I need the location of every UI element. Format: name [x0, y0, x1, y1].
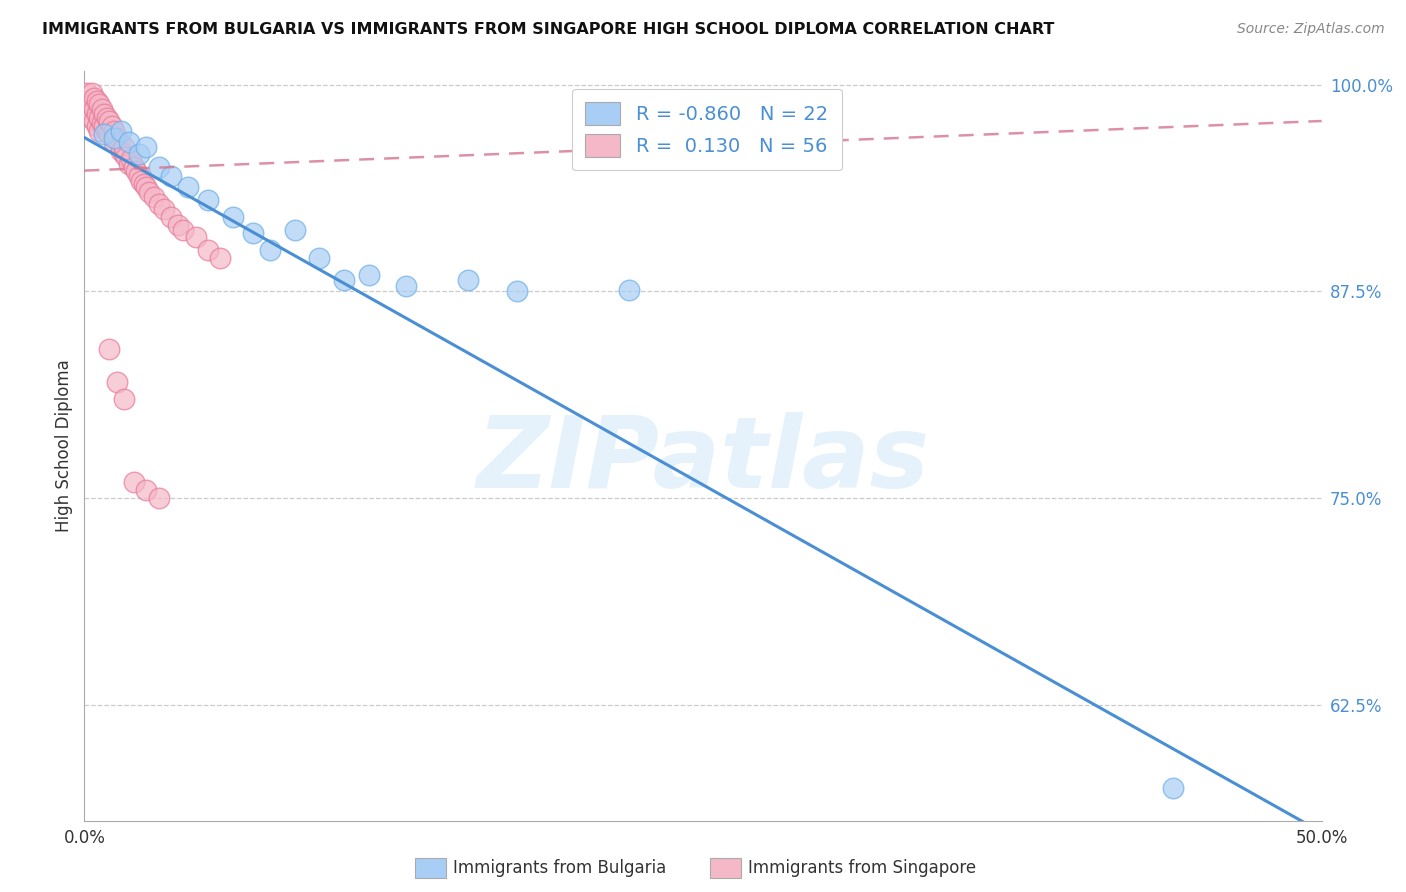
- Point: [80, 111, 103, 125]
- Text: IMMIGRANTS FROM BULGARIA VS IMMIGRANTS FROM SINGAPORE HIGH SCHOOL DIPLOMA CORREL: IMMIGRANTS FROM BULGARIA VS IMMIGRANTS F…: [42, 22, 1054, 37]
- Point: [135, 180, 157, 194]
- Point: [90, 103, 112, 117]
- Point: [112, 147, 135, 161]
- Point: [167, 218, 190, 232]
- Point: [90, 115, 112, 129]
- Point: [89, 111, 111, 125]
- Point: [259, 243, 281, 257]
- Point: [125, 163, 148, 178]
- Point: [1161, 780, 1184, 795]
- Point: [209, 252, 232, 266]
- Y-axis label: High School Diploma: High School Diploma: [55, 359, 73, 533]
- Text: ZIPatlas: ZIPatlas: [477, 412, 929, 509]
- Point: [160, 210, 183, 224]
- Point: [197, 243, 219, 257]
- Point: [98, 114, 121, 128]
- Point: [103, 124, 125, 138]
- Point: [103, 130, 125, 145]
- Point: [83, 103, 105, 117]
- Text: Immigrants from Bulgaria: Immigrants from Bulgaria: [453, 859, 666, 877]
- Point: [89, 124, 111, 138]
- Point: [132, 177, 155, 191]
- Point: [135, 140, 157, 154]
- Point: [115, 150, 138, 164]
- Point: [83, 114, 105, 128]
- Point: [93, 107, 115, 121]
- Point: [395, 279, 418, 293]
- Point: [357, 268, 380, 282]
- Point: [242, 227, 264, 241]
- Point: [122, 161, 145, 175]
- Point: [76, 86, 98, 100]
- Point: [98, 127, 121, 141]
- Point: [506, 285, 529, 299]
- Point: [172, 223, 194, 237]
- Point: [333, 273, 356, 287]
- Point: [120, 152, 142, 166]
- Point: [96, 111, 118, 125]
- Point: [110, 144, 132, 158]
- Point: [122, 475, 145, 489]
- Point: [108, 136, 131, 150]
- Point: [135, 483, 157, 497]
- Point: [177, 180, 200, 194]
- Point: [105, 376, 128, 390]
- Point: [128, 147, 150, 161]
- Point: [83, 91, 105, 105]
- Point: [138, 185, 160, 199]
- Point: [617, 283, 640, 297]
- Point: [79, 94, 101, 108]
- Point: [197, 194, 219, 208]
- Point: [152, 202, 174, 216]
- Point: [105, 130, 128, 145]
- Point: [308, 252, 330, 266]
- Point: [148, 491, 170, 505]
- Text: Source: ZipAtlas.com: Source: ZipAtlas.com: [1237, 22, 1385, 37]
- Point: [103, 136, 125, 150]
- Point: [93, 119, 115, 133]
- Legend: R = -0.860   N = 22, R =  0.130   N = 56: R = -0.860 N = 22, R = 0.130 N = 56: [572, 88, 842, 170]
- Point: [112, 140, 135, 154]
- Point: [148, 161, 170, 175]
- Point: [148, 196, 170, 211]
- Point: [79, 103, 101, 117]
- Point: [284, 223, 307, 237]
- Point: [80, 86, 103, 100]
- Point: [89, 97, 111, 112]
- Point: [86, 94, 108, 108]
- Point: [118, 157, 141, 171]
- Point: [129, 173, 152, 187]
- Point: [86, 107, 108, 121]
- Point: [80, 97, 103, 112]
- Point: [160, 169, 183, 183]
- Point: [96, 124, 118, 138]
- Point: [86, 119, 108, 133]
- Point: [128, 169, 150, 183]
- Point: [222, 210, 245, 224]
- Point: [98, 343, 121, 357]
- Point: [118, 136, 141, 150]
- Point: [457, 273, 479, 287]
- Point: [100, 119, 122, 133]
- Point: [142, 190, 165, 204]
- Point: [93, 127, 115, 141]
- Text: Immigrants from Singapore: Immigrants from Singapore: [748, 859, 976, 877]
- Point: [184, 229, 207, 244]
- Point: [110, 124, 132, 138]
- Point: [112, 392, 135, 406]
